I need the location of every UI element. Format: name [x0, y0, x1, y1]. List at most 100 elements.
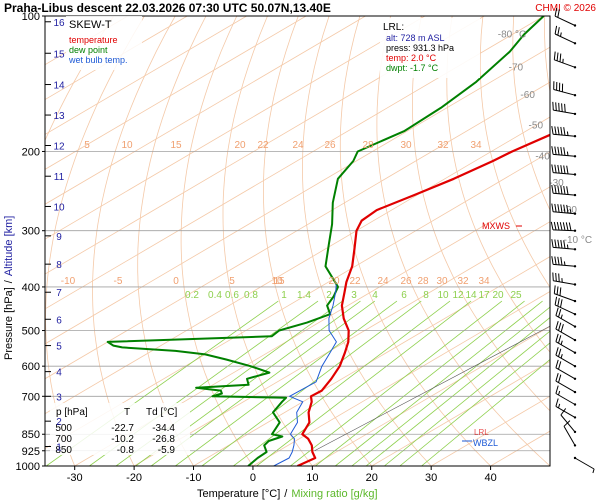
dry-adiabat-label: 22	[349, 276, 361, 287]
isotherm	[45, 16, 247, 135]
wind-barb	[551, 184, 577, 197]
dry-adiabat-label: -5	[114, 276, 123, 287]
isotherm-label: -60	[520, 90, 535, 101]
isotherm	[74, 186, 550, 466]
wind-barb	[555, 347, 577, 368]
copyright: CHMI © 2026	[535, 3, 596, 14]
altitude-tick-label: 2	[56, 417, 62, 428]
wind-barb	[553, 285, 577, 303]
level-table: p [hPa] T Td [°C] 500 -22.7 -34.4 700 -1…	[50, 403, 190, 456]
dry-adiabat-label: 26	[400, 276, 412, 287]
isotherm	[45, 151, 550, 450]
altitude-tick-label: 6	[56, 315, 62, 326]
mixing-ratio-line	[365, 317, 550, 466]
isotherm	[371, 360, 550, 466]
x-tick-label: 0	[250, 472, 256, 484]
wind-barb	[555, 385, 577, 406]
altitude-tick-label: 9	[56, 232, 62, 243]
dry-adiabat-label: 0	[173, 276, 179, 287]
dry-adiabat-label: 32	[437, 140, 449, 151]
isotherm-label: -20	[563, 205, 578, 216]
mixing-ratio-line	[351, 306, 550, 466]
wind-barb	[555, 359, 577, 380]
dry-adiabat-label: 30	[436, 276, 448, 287]
dry-adiabat-label: 22	[257, 140, 269, 151]
table-row-2-p: 700	[55, 434, 72, 445]
mixing-ratio-label: 4	[372, 290, 378, 301]
mixing-ratio-label: 0.6	[225, 290, 239, 301]
isotherm	[312, 325, 550, 466]
mixing-ratio-label: 6	[401, 290, 407, 301]
table-row-2-t: -10.2	[111, 434, 134, 445]
altitude-tick-label: 15	[53, 49, 65, 60]
dry-adiabat-label: -10	[61, 276, 76, 287]
isotherm	[252, 291, 550, 466]
dry-adiabat-label: 5	[84, 140, 90, 151]
wind-barb	[553, 51, 577, 69]
pressure-tick-label: 200	[22, 146, 40, 158]
wind-barb	[550, 221, 577, 232]
dry-adiabat-label: 34	[478, 276, 490, 287]
x-tick-label: 20	[366, 472, 378, 484]
wind-barb	[554, 8, 577, 27]
table-header-p: p [hPa]	[56, 407, 88, 418]
dry-adiabat-label: 20	[234, 140, 246, 151]
altitude-tick-label: 11	[54, 172, 65, 183]
x-tick-label: 30	[425, 472, 437, 484]
isotherm	[45, 116, 550, 415]
plot-frame	[44, 15, 551, 467]
pressure-tick-label: 300	[22, 226, 40, 238]
wind-barb	[573, 456, 595, 474]
altitude-tick-label: 16	[53, 18, 65, 29]
mixing-ratio-label: 2	[326, 290, 332, 301]
mixing-ratio-label: 12	[452, 290, 464, 301]
mixing-ratio-label: 1	[281, 290, 287, 301]
dry-adiabat	[512, 16, 550, 212]
mixing-ratio-label: 25	[510, 290, 522, 301]
x-axis-title: Temperature [°C] / Mixing ratio [g/kg]	[197, 488, 378, 500]
dry-adiabat-label: 15	[170, 140, 182, 151]
dry-adiabat-label: 32	[457, 276, 469, 287]
dry-adiabat-label: 10	[271, 276, 283, 287]
altitude-tick-label: 4	[56, 368, 62, 379]
wind-barb	[553, 81, 577, 97]
mixing-ratio-line	[421, 358, 550, 466]
mixing-ratio-line	[399, 342, 550, 466]
lrl-alt: alt: 728 m ASL	[386, 33, 445, 43]
isotherm	[45, 46, 550, 345]
dry-adiabat-label: 20	[328, 276, 340, 287]
table-row-1-td: -34.4	[152, 423, 175, 434]
table-row-3-p: 850	[55, 445, 72, 456]
legend-wet-bulb: wet bulb temp.	[68, 55, 128, 65]
dry-adiabat-label: 15	[273, 276, 285, 287]
wind-barb	[554, 296, 577, 316]
x-tick-label: 40	[484, 472, 496, 484]
mixing-ratio-line	[334, 300, 543, 466]
wind-barb	[555, 321, 577, 342]
wind-barb	[555, 398, 577, 419]
dry-adiabat-label: 34	[470, 140, 482, 151]
mixing-ratio-label: 3	[351, 290, 357, 301]
dry-adiabat-label: 28	[417, 276, 429, 287]
mixing-ratio-label: 0.2	[185, 290, 199, 301]
wind-barb	[554, 25, 577, 45]
isotherm-label: -80 °C	[498, 30, 526, 41]
mixing-ratio-label: 20	[492, 290, 504, 301]
table-row-3-td: -5.9	[158, 445, 176, 456]
pressure-tick-label: 400	[22, 282, 40, 294]
mixing-ratio-label: 8	[423, 290, 429, 301]
lrl-info: LRL: alt: 728 m ASL press: 931.3 hPa tem…	[380, 18, 480, 78]
table-row-1-t: -22.7	[111, 423, 134, 434]
wbzl-marker: LRL WBZL	[462, 428, 498, 448]
wind-barb	[555, 373, 577, 394]
lrl-marker-label: LRL	[474, 428, 489, 437]
series-dew-point	[106, 16, 545, 466]
x-tick-label: 10	[306, 472, 318, 484]
wind-barb	[552, 272, 577, 286]
mixing-ratio-line	[233, 300, 451, 466]
table-row-3-t: -0.8	[117, 445, 135, 456]
lrl-dwpt: dwpt: -1.7 °C	[386, 63, 439, 73]
wind-barb	[560, 408, 577, 434]
table-row-1-p: 500	[55, 423, 72, 434]
